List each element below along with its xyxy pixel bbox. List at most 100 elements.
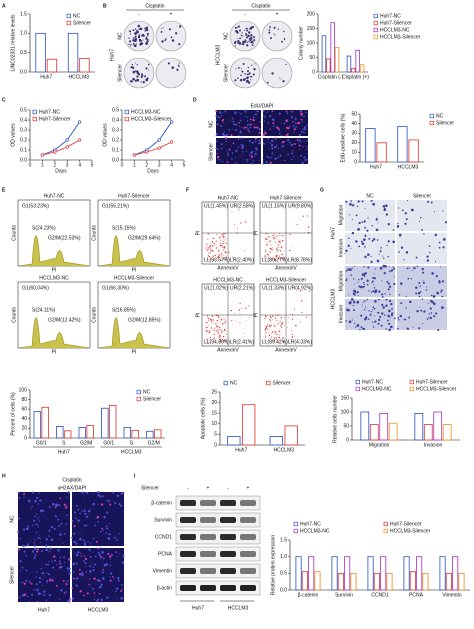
cell-dot xyxy=(252,73,255,76)
cell-dot xyxy=(22,528,26,531)
cell-dot xyxy=(207,258,209,260)
cell-dot xyxy=(269,324,270,326)
cell-dot xyxy=(282,332,283,334)
bar xyxy=(78,427,87,439)
cell-dot xyxy=(373,287,376,289)
cell-dot xyxy=(279,234,280,235)
cell-dot xyxy=(301,118,303,121)
cell-dot xyxy=(235,40,237,43)
blot-band xyxy=(240,568,256,574)
cell-dot xyxy=(284,258,286,260)
cell-dot xyxy=(267,324,269,326)
cell-dot xyxy=(277,323,279,325)
cell-dot xyxy=(242,333,244,335)
cell-dot xyxy=(360,277,363,280)
cell-dot xyxy=(279,340,281,342)
cell-dot xyxy=(223,234,225,236)
cell-dot xyxy=(294,117,297,120)
y-tick-label: 0.2 xyxy=(112,137,119,143)
cell-dot xyxy=(212,240,213,242)
legend-swatch xyxy=(124,109,129,115)
cell-dot xyxy=(248,139,251,142)
cell-dot xyxy=(268,29,271,31)
cell-dot xyxy=(442,238,446,241)
cell-dot xyxy=(387,314,390,318)
cell-dot xyxy=(19,537,22,540)
cell-dot xyxy=(249,126,252,129)
cell-dot xyxy=(134,32,137,35)
bar xyxy=(344,556,351,591)
cell-dot xyxy=(79,512,82,515)
point xyxy=(65,145,69,149)
cell-dot xyxy=(238,134,240,136)
bar xyxy=(351,68,356,73)
cell-dot xyxy=(288,317,290,319)
cell-dot xyxy=(231,323,233,325)
cell-dot xyxy=(247,34,249,36)
bar xyxy=(63,430,72,439)
cell-dot xyxy=(129,33,132,35)
cell-dot xyxy=(416,265,419,268)
legend-label: HCCLM3-Silencer xyxy=(131,116,172,122)
cell-dot xyxy=(247,34,250,38)
cell-dot xyxy=(364,309,366,311)
cell-dot xyxy=(420,216,422,219)
cell-dot xyxy=(380,247,382,249)
cell-dot xyxy=(283,316,285,318)
cell-dot xyxy=(282,237,284,239)
cell-dot xyxy=(421,228,424,231)
cell-dot xyxy=(141,74,144,77)
cell-dot xyxy=(288,125,291,128)
cell-dot xyxy=(419,290,422,293)
axis-label: PI xyxy=(132,349,137,355)
cell-dot xyxy=(357,228,360,231)
cell-dot xyxy=(292,130,294,132)
cell-dot xyxy=(264,238,267,240)
cell-dot xyxy=(23,550,26,553)
cell-dot xyxy=(361,304,363,306)
cell-dot xyxy=(83,541,86,544)
bar xyxy=(380,556,387,591)
cell-dot xyxy=(421,298,424,300)
blot-band xyxy=(200,568,216,574)
cell-dot xyxy=(83,524,86,527)
cell-dot xyxy=(105,532,107,535)
cell-dot xyxy=(92,566,95,569)
cell-dot xyxy=(216,148,219,151)
cell-dot xyxy=(265,251,267,253)
blot-band xyxy=(240,585,256,591)
cell-dot xyxy=(68,580,70,582)
cell-dot xyxy=(295,119,297,121)
cell-dot xyxy=(75,562,78,565)
y-tick-label: 40 xyxy=(21,416,27,422)
cell-dot xyxy=(19,560,22,563)
cell-dot xyxy=(434,233,438,237)
cell-dot xyxy=(282,341,284,343)
cell-dot xyxy=(220,253,223,255)
cell-dot xyxy=(220,115,223,117)
y-tick-label: 50 xyxy=(351,111,357,117)
cell-dot xyxy=(388,299,392,303)
cell-dot xyxy=(389,316,391,318)
cell-dot xyxy=(134,28,137,30)
cell-dot xyxy=(226,256,227,257)
cell-dot xyxy=(85,565,87,567)
cell-dot xyxy=(303,131,306,134)
cell-dot xyxy=(67,491,70,494)
cell-dot xyxy=(273,238,275,240)
cell-dot xyxy=(74,552,76,554)
cell-dot xyxy=(305,111,307,114)
cell-dot xyxy=(128,30,130,32)
cell-dot xyxy=(40,542,42,543)
cell-dot xyxy=(386,280,389,283)
cell-dot xyxy=(242,78,246,81)
column-header: Cisplatin xyxy=(251,3,270,9)
cell-dot xyxy=(30,507,32,510)
cell-dot xyxy=(45,548,49,552)
cell-dot xyxy=(272,319,273,321)
legend-swatch xyxy=(136,396,141,402)
cell-dot xyxy=(250,79,252,81)
cell-dot xyxy=(231,152,234,154)
cell-dot xyxy=(207,238,209,240)
cell-dot xyxy=(299,154,302,157)
